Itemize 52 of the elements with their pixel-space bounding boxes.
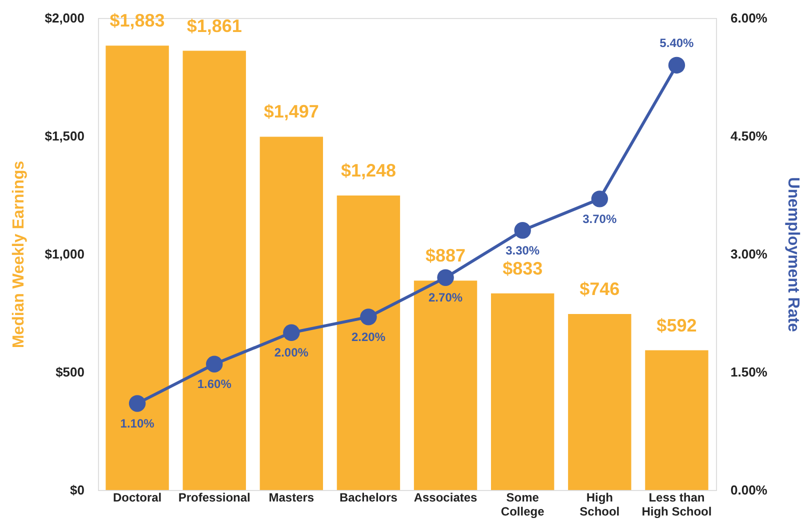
data-label: 2.70%: [428, 290, 463, 305]
y-tick-label: $2,000: [44, 10, 84, 26]
y2-tick-label: 6.00%: [730, 10, 768, 26]
bar: [336, 195, 400, 490]
data-label: $1,861: [186, 16, 242, 36]
bar: [414, 280, 478, 490]
data-label: $746: [580, 278, 620, 299]
x-tick-label: Less than High School: [642, 490, 712, 518]
x-tick-label: Associates: [414, 490, 478, 504]
point: [283, 324, 300, 342]
x-tick-label: High School: [580, 490, 620, 518]
data-label: 1.60%: [197, 377, 232, 392]
y2-tick-label: 0.00%: [730, 482, 768, 498]
point: [591, 190, 608, 208]
y-tick-label: $1,500: [44, 128, 84, 144]
bar: [260, 136, 324, 490]
x-tick-label: Some College: [500, 490, 545, 518]
data-label: $1,248: [340, 160, 396, 180]
bar: [645, 350, 708, 490]
data-label: $887: [426, 246, 466, 266]
data-label: 3.30%: [506, 243, 540, 258]
data-label: $592: [656, 315, 697, 336]
x-tick-label: Bachelors: [339, 490, 398, 504]
data-label: $1,497: [264, 102, 319, 122]
data-label: 1.10%: [120, 416, 155, 430]
point: [206, 356, 223, 372]
point: [668, 56, 686, 74]
x-tick-label: Professional: [178, 490, 250, 504]
y-tick-label: $0: [70, 482, 84, 498]
point: [360, 308, 377, 326]
y2-axis-title: Unemployment Rate: [784, 177, 802, 332]
data-label: 5.40%: [660, 36, 694, 50]
y2-tick-label: 1.50%: [730, 364, 768, 380]
y2-tick-label: 4.50%: [730, 128, 768, 144]
data-label: $833: [502, 258, 543, 278]
y-tick-label: $500: [56, 364, 84, 380]
x-tick-label: Doctoral: [112, 490, 162, 504]
bar: [182, 50, 246, 490]
point: [128, 395, 146, 412]
data-label: 2.20%: [351, 330, 386, 344]
bar: [490, 293, 554, 490]
data-label: 3.70%: [582, 212, 617, 226]
point: [514, 222, 531, 239]
point: [437, 269, 454, 286]
bar: [568, 314, 632, 490]
y2-tick-label: 3.00%: [730, 246, 768, 262]
y-tick-label: $1,000: [44, 246, 84, 262]
bar: [106, 46, 169, 490]
y-axis-title: Median Weekly Earnings: [10, 160, 28, 348]
data-label: $1,883: [110, 10, 165, 31]
data-label: 2.00%: [274, 346, 309, 360]
x-tick-label: Masters: [268, 490, 314, 504]
